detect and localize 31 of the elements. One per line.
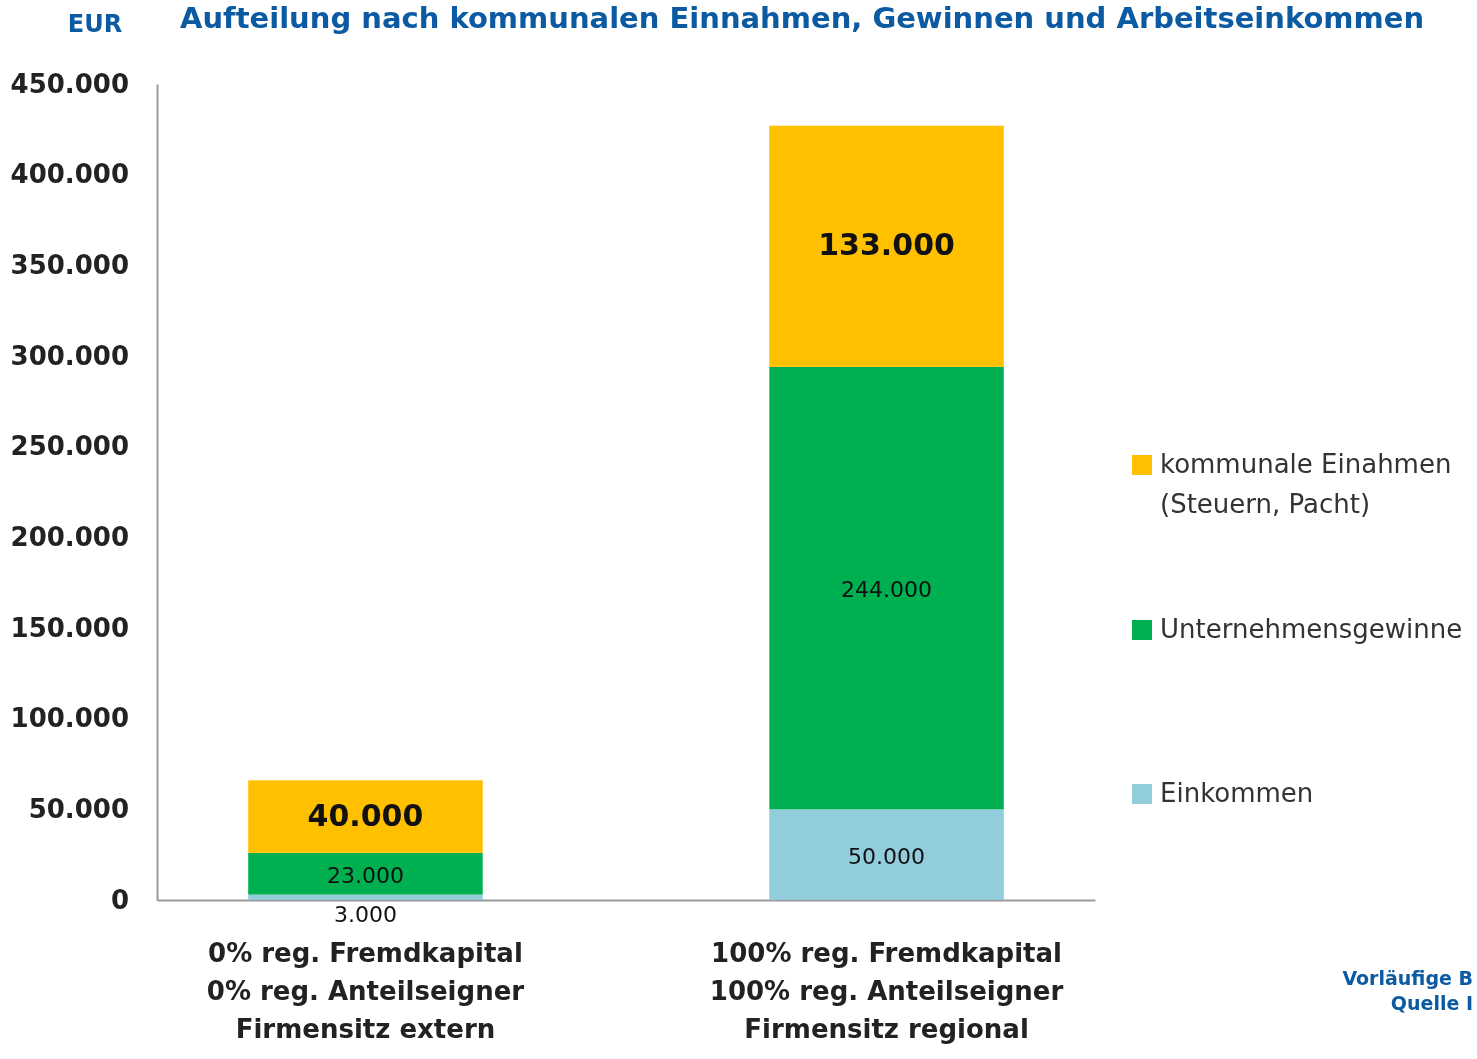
y-tick-label: 0 [110,884,129,915]
legend-label: Unternehmensgewinne [1160,614,1463,644]
bar [769,366,1004,810]
x-tick-label: 100% reg. Fremdkapital 100% reg. Anteilseigner Firmensitz regional [709,938,1064,1044]
y-tick-label: 450.000 [10,68,129,99]
text: Vorläufige B [1342,967,1473,989]
bar [248,894,483,900]
source-note: Quelle I [1390,992,1473,1014]
y-axis-title: EUR [67,10,123,38]
y-tick-label: 250.000 [10,431,129,462]
y-tick-label: 100.000 [10,703,129,734]
y-tick-label: 200.000 [10,522,129,553]
chart-title: Aufteilung nach kommunalen Einnahmen, Gewinnen und Arbeitseinkommen [180,1,1425,35]
x-tick-label: 0% reg. Fremdkapital 0% reg. Anteilseigner Firmensitz extern [206,938,525,1044]
legend-label: Einkommen [1160,778,1314,808]
bar [769,125,1004,367]
data-label: 50.000 [848,843,926,869]
data-label: 3.000 [333,902,397,927]
data-label: 23.000 [326,862,404,888]
y-tick-label: 400.000 [10,159,129,190]
legend-label: kommunale Einahmen (Steuern, Pacht) [1160,449,1452,519]
bar [248,780,483,853]
bar [769,809,1004,900]
y-tick-label: 150.000 [10,612,129,643]
bar [248,852,483,895]
data-label: 133.000 [818,227,955,263]
y-tick-label: 50.000 [28,794,129,825]
data-label: 40.000 [307,797,424,833]
y-tick-label: 300.000 [10,340,129,371]
y-tick-label: 350.000 [10,250,129,281]
data-label: 244.000 [841,577,933,603]
